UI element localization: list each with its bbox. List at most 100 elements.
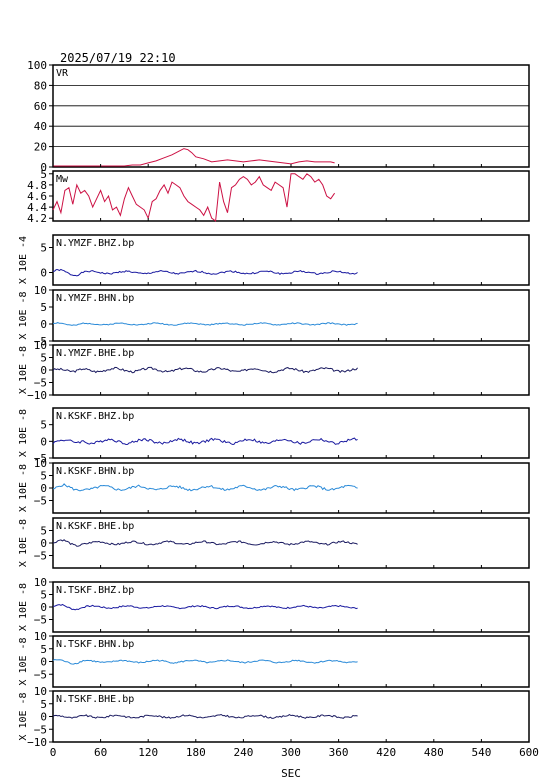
- panel-label: N.YMZF.BHE.bp: [56, 348, 134, 359]
- y-tick-label: 5: [40, 698, 47, 711]
- y-tick-label: −5: [34, 495, 47, 508]
- y-axis-label: X 10E -8: [18, 637, 29, 685]
- y-tick-label: 0: [40, 161, 47, 174]
- x-tick-label: 540: [471, 746, 491, 759]
- y-tick-label: 5: [40, 301, 47, 314]
- y-tick-label: 0: [40, 435, 47, 448]
- x-axis-label: SEC: [281, 767, 301, 780]
- y-tick-label: 4.8: [27, 179, 47, 192]
- y-tick-label: −5: [34, 614, 47, 627]
- series-line: [53, 603, 358, 611]
- y-tick-label: 4.4: [27, 201, 47, 214]
- y-tick-label: 10: [34, 339, 47, 352]
- y-tick-label: −10: [27, 736, 47, 749]
- series-line: [52, 366, 358, 374]
- y-tick-label: 40: [34, 120, 47, 133]
- y-tick-label: −5: [34, 550, 47, 563]
- y-tick-label: −5: [34, 452, 47, 465]
- y-tick-label: 0: [40, 711, 47, 724]
- x-tick-label: 600: [519, 746, 539, 759]
- series-line: [52, 713, 358, 719]
- y-tick-label: 4.2: [27, 212, 47, 225]
- y-tick-label: 10: [34, 630, 47, 643]
- y-tick-label: 5: [40, 352, 47, 365]
- panel-label: N.YMZF.BHZ.bp: [56, 238, 134, 249]
- series-line: [52, 437, 358, 446]
- x-tick-label: 120: [138, 746, 158, 759]
- chart-title: 2025/07/19 22:10: [60, 51, 176, 65]
- panel-label: N.YMZF.BHN.bp: [56, 293, 134, 304]
- x-tick-label: 420: [376, 746, 396, 759]
- panel-label: N.TSKF.BHN.bp: [56, 639, 134, 650]
- panel-5: −5 0 5 N.KSKF.BHZ.bp X 10E -8: [18, 407, 530, 465]
- x-tick-label: 300: [281, 746, 301, 759]
- y-tick-label: 20: [34, 141, 47, 154]
- y-axis-label: X 10E -8: [18, 519, 29, 567]
- y-tick-label: 10: [34, 284, 47, 297]
- series-line: [52, 658, 358, 665]
- panel-label: N.KSKF.BHN.bp: [56, 466, 134, 477]
- y-tick-label: 5: [40, 525, 47, 538]
- panel-2: 0 5 N.YMZF.BHZ.bp X 10E -4: [18, 234, 530, 286]
- panel-7: −505 N.KSKF.BHE.bp X 10E -8: [18, 517, 530, 569]
- y-tick-label: 4.6: [27, 190, 47, 203]
- y-tick-label: 0: [40, 364, 47, 377]
- panel-label: N.KSKF.BHE.bp: [56, 521, 134, 532]
- series-line: [52, 539, 358, 547]
- y-tick-label: 100: [27, 59, 47, 72]
- y-tick-label: 0: [40, 318, 47, 331]
- x-tick-label: 0: [50, 746, 57, 759]
- panel-frame: [52, 64, 530, 168]
- x-tick-label: 480: [424, 746, 444, 759]
- y-tick-label: 0: [40, 482, 47, 495]
- y-tick-label: 5: [40, 643, 47, 656]
- panel-frame: [52, 170, 530, 222]
- y-axis-label: X 10E -8: [18, 464, 29, 512]
- series-line: [52, 483, 358, 492]
- y-axis-label: X 10E -8: [18, 583, 29, 631]
- y-tick-label: −5: [34, 335, 47, 348]
- series-line: [53, 322, 358, 326]
- y-tick-label: 5: [40, 470, 47, 483]
- panel-label: N.TSKF.BHE.bp: [56, 694, 134, 705]
- x-tick-label: 60: [94, 746, 107, 759]
- panel-0: 0 20 40 60 80 100 VR: [27, 59, 530, 174]
- series-line: [53, 148, 335, 167]
- y-tick-label: 5: [40, 168, 47, 181]
- y-tick-label: 10: [34, 576, 47, 589]
- y-tick-label: 0: [40, 537, 47, 550]
- panel-1: 4.24.44.64.85 Mw: [27, 168, 530, 225]
- y-axis-label: X 10E -8: [18, 291, 29, 339]
- y-tick-label: 10: [34, 685, 47, 698]
- y-axis-label: X 10E -8: [18, 346, 29, 394]
- series-line: [52, 268, 358, 277]
- panel-label: N.KSKF.BHZ.bp: [56, 411, 134, 422]
- y-tick-label: −5: [34, 723, 47, 736]
- y-tick-label: 0: [40, 267, 47, 280]
- y-tick-label: 5: [40, 589, 47, 602]
- y-tick-label: −10: [27, 389, 47, 402]
- y-tick-label: 5: [40, 419, 47, 432]
- y-tick-label: 0: [40, 601, 47, 614]
- y-axis-label: X 10E -8: [18, 692, 29, 740]
- y-tick-label: −5: [34, 377, 47, 390]
- panel-label: Mw: [56, 174, 69, 185]
- x-tick-label: 180: [186, 746, 206, 759]
- series-line: [52, 173, 336, 222]
- y-tick-label: 60: [34, 100, 47, 113]
- panel-label: N.TSKF.BHZ.bp: [56, 585, 134, 596]
- panel-3: −5 0 5 10 N.YMZF.BHN.bp X 10E -8: [18, 284, 530, 348]
- y-tick-label: 5: [40, 242, 47, 255]
- y-axis-label: X 10E -8: [18, 409, 29, 457]
- y-tick-label: 0: [40, 656, 47, 669]
- y-tick-label: 10: [34, 457, 47, 470]
- y-axis-label: X 10E -4: [18, 236, 29, 284]
- x-tick-label: 360: [329, 746, 349, 759]
- y-tick-label: 80: [34, 79, 47, 92]
